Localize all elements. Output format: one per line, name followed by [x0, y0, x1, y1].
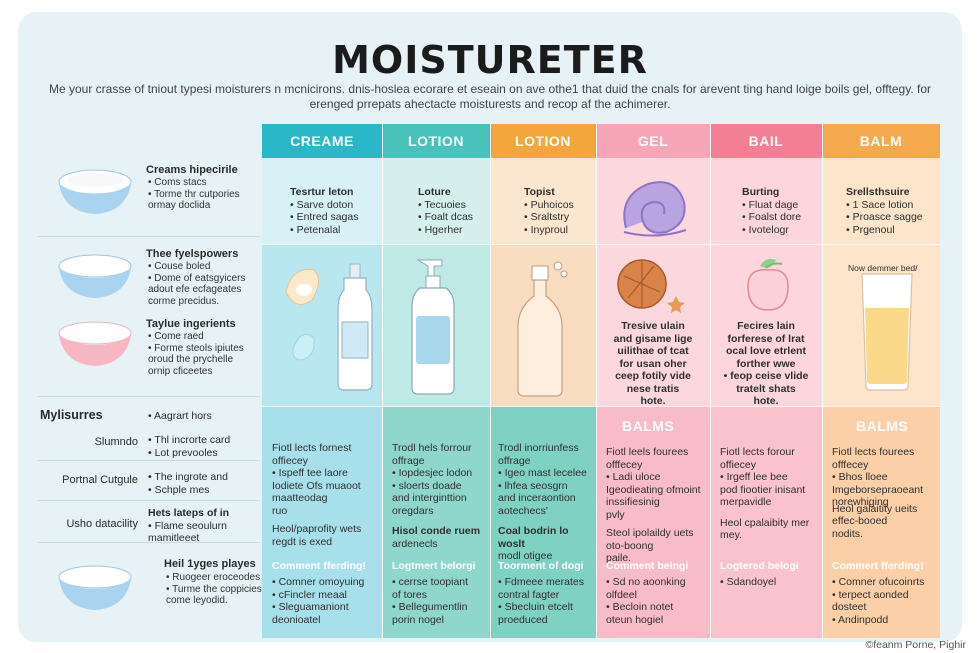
gel-ball-icon [617, 259, 685, 313]
gel-bottom-text: Fiotl leels fourees offfecey • Ladi uloce I… [606, 446, 701, 564]
left-row-1-title: Creams hipecirile [146, 164, 238, 176]
gel-swirl-icon [623, 181, 687, 237]
bail-top-text: Burting • Fluat dage • Foalst dore • Ivotel… [742, 186, 802, 236]
gel-section-text: • Sd no aoonking olfdeel • Becloin notet ot… [606, 576, 686, 626]
lotion-2-section-text: • Fdmeee merates contral fagter • Sbecluin… [498, 576, 584, 626]
bail-bottom-text: Fiotl lects forour offiecey • Irgeff lee b… [720, 446, 810, 541]
section-label: Mylisurres [40, 408, 103, 422]
bail-section-text: • Sdandoyel [720, 576, 777, 588]
cream-bowl-icon [58, 321, 132, 366]
lotion-2-top-text: Topist • Puhoicos • Sraltstry • Inyproul [524, 186, 574, 236]
creame-section-text: • Comner omoyuing • cFincler meaal • Slegu… [272, 576, 365, 626]
row-label-3-text: Hets lateps of in • Flame seoulurn mamitle… [148, 507, 230, 544]
cream-bowl-icon [58, 565, 132, 610]
gel-balms-label: BALMS [622, 418, 675, 434]
column-lotion-2: LOTION Topist • Puhoicos • Sraltstry • Inyp… [490, 124, 596, 638]
balm-bottom-text: Fiotl lects fourees offfecey • Bhos lloee I… [832, 446, 924, 540]
column-header-balm: BALM [822, 124, 940, 158]
column-header-gel: GEL [596, 124, 710, 158]
row-label-1-text: • Thl incrorte card • Lot prevooles [148, 434, 231, 459]
credit-text: ©feanm Porne, Pighir [865, 639, 966, 651]
column-lotion-1: LOTION Loture • Tecuoies • Foalt dcas • Hge… [382, 124, 490, 638]
column-header-lotion-2: LOTION [490, 124, 596, 158]
creame-bottom-text: Fiotl lects fornest offiecey • Ispeff tee … [272, 442, 362, 548]
left-row-4-text: • Ruogeer eroceodes • Turme the coppicies… [166, 572, 262, 606]
column-gel: GEL Tresive ulain and gisame lige uilithae… [596, 124, 710, 638]
creame-section-title: Comment fferding! [272, 560, 366, 572]
lotion-1-bottom-text: Trodl hels forrour offrage • Iopdesjec lod… [392, 442, 481, 550]
pump-bottle-icon [411, 259, 455, 395]
section-value: • Aagrart hors [148, 410, 212, 422]
bail-middle-text: Fecires lain forferese of lrat ocal love e… [723, 320, 809, 407]
column-balm: BALM Srellsthsuire • 1 Sace lotion • Proas… [822, 124, 940, 638]
left-row-4-title: Heil 1yges playes [164, 558, 256, 570]
glass-bottle-icon [517, 261, 568, 397]
lotion-1-section-title: Logtmert belorgi [392, 560, 476, 572]
row-label-2: Portnal Cutgule [62, 474, 138, 486]
balm-glass-caption: Now demmer bed/ [848, 263, 918, 273]
column-creame: CREAME Tesrtur leton • Sarve doton • Entre… [262, 124, 382, 638]
left-row-2-text: • Couse boled • Dome of eatsgyicers adout … [148, 261, 246, 307]
page-title: MOISTURETER [332, 38, 648, 82]
row-label-1: Slumndo [94, 436, 138, 448]
bail-section-title: Logtered belogi [720, 560, 799, 572]
balm-section-title: Commert fferding! [832, 560, 924, 572]
page-subtitle: Me your crasse of tniout typesi moisture… [48, 82, 932, 111]
column-bail: BAIL Burting • Fluat dage • Foalst dore • I… [710, 124, 822, 638]
column-header-lotion-1: LOTION [382, 124, 490, 158]
left-row-3-title: Taylue ingerients [146, 318, 236, 330]
row-label-3: Usho datacility [66, 518, 138, 530]
lotion-1-top-text: Loture • Tecuoies • Foalt dcas • Hgerher [418, 186, 474, 236]
gel-middle-text: Tresive ulain and gisame lige uilithae of … [613, 320, 693, 407]
balm-section-text: • Comner ofucoinrts • terpect aonded doste… [832, 576, 925, 626]
column-header-creame: CREAME [262, 124, 382, 158]
cream-bowl-icon [58, 254, 132, 298]
peach-jar-icon [747, 258, 789, 311]
balm-balms-label: BALMS [856, 418, 909, 434]
lotion-2-section-title: Toorment of dogi [498, 560, 584, 572]
creame-top-text: Tesrtur leton • Sarve doton • Entred sagas… [290, 186, 359, 236]
left-row-1-text: • Coms stacs • Torme thr cutpories ormay d… [148, 177, 240, 211]
cream-jar-and-bottle-icon [285, 263, 373, 391]
lotion-1-section-text: • cerrse toopiant of tores • Bellegumentli… [392, 576, 469, 626]
balm-top-text: Srellsthsuire • 1 Sace lotion • Proasce sa… [846, 186, 923, 236]
lotion-2-bottom-text: Trodl inorriunfess offrage • Igeo mast lec… [498, 442, 587, 562]
left-row-3-text: • Come raed • Forme steols ipiutes oroud t… [148, 331, 244, 377]
infographic-card: MOISTURETER Me your crasse of tniout typ… [18, 12, 962, 642]
row-label-2-text: • The ingrote and • Schple mes [148, 471, 228, 496]
gel-section-title: Comment belngi [606, 560, 689, 572]
glass-jar-icon [861, 273, 913, 391]
cream-bowl-icon [58, 169, 132, 214]
column-header-bail: BAIL [710, 124, 822, 158]
left-row-2-title: Thee fyelspowers [146, 248, 239, 260]
